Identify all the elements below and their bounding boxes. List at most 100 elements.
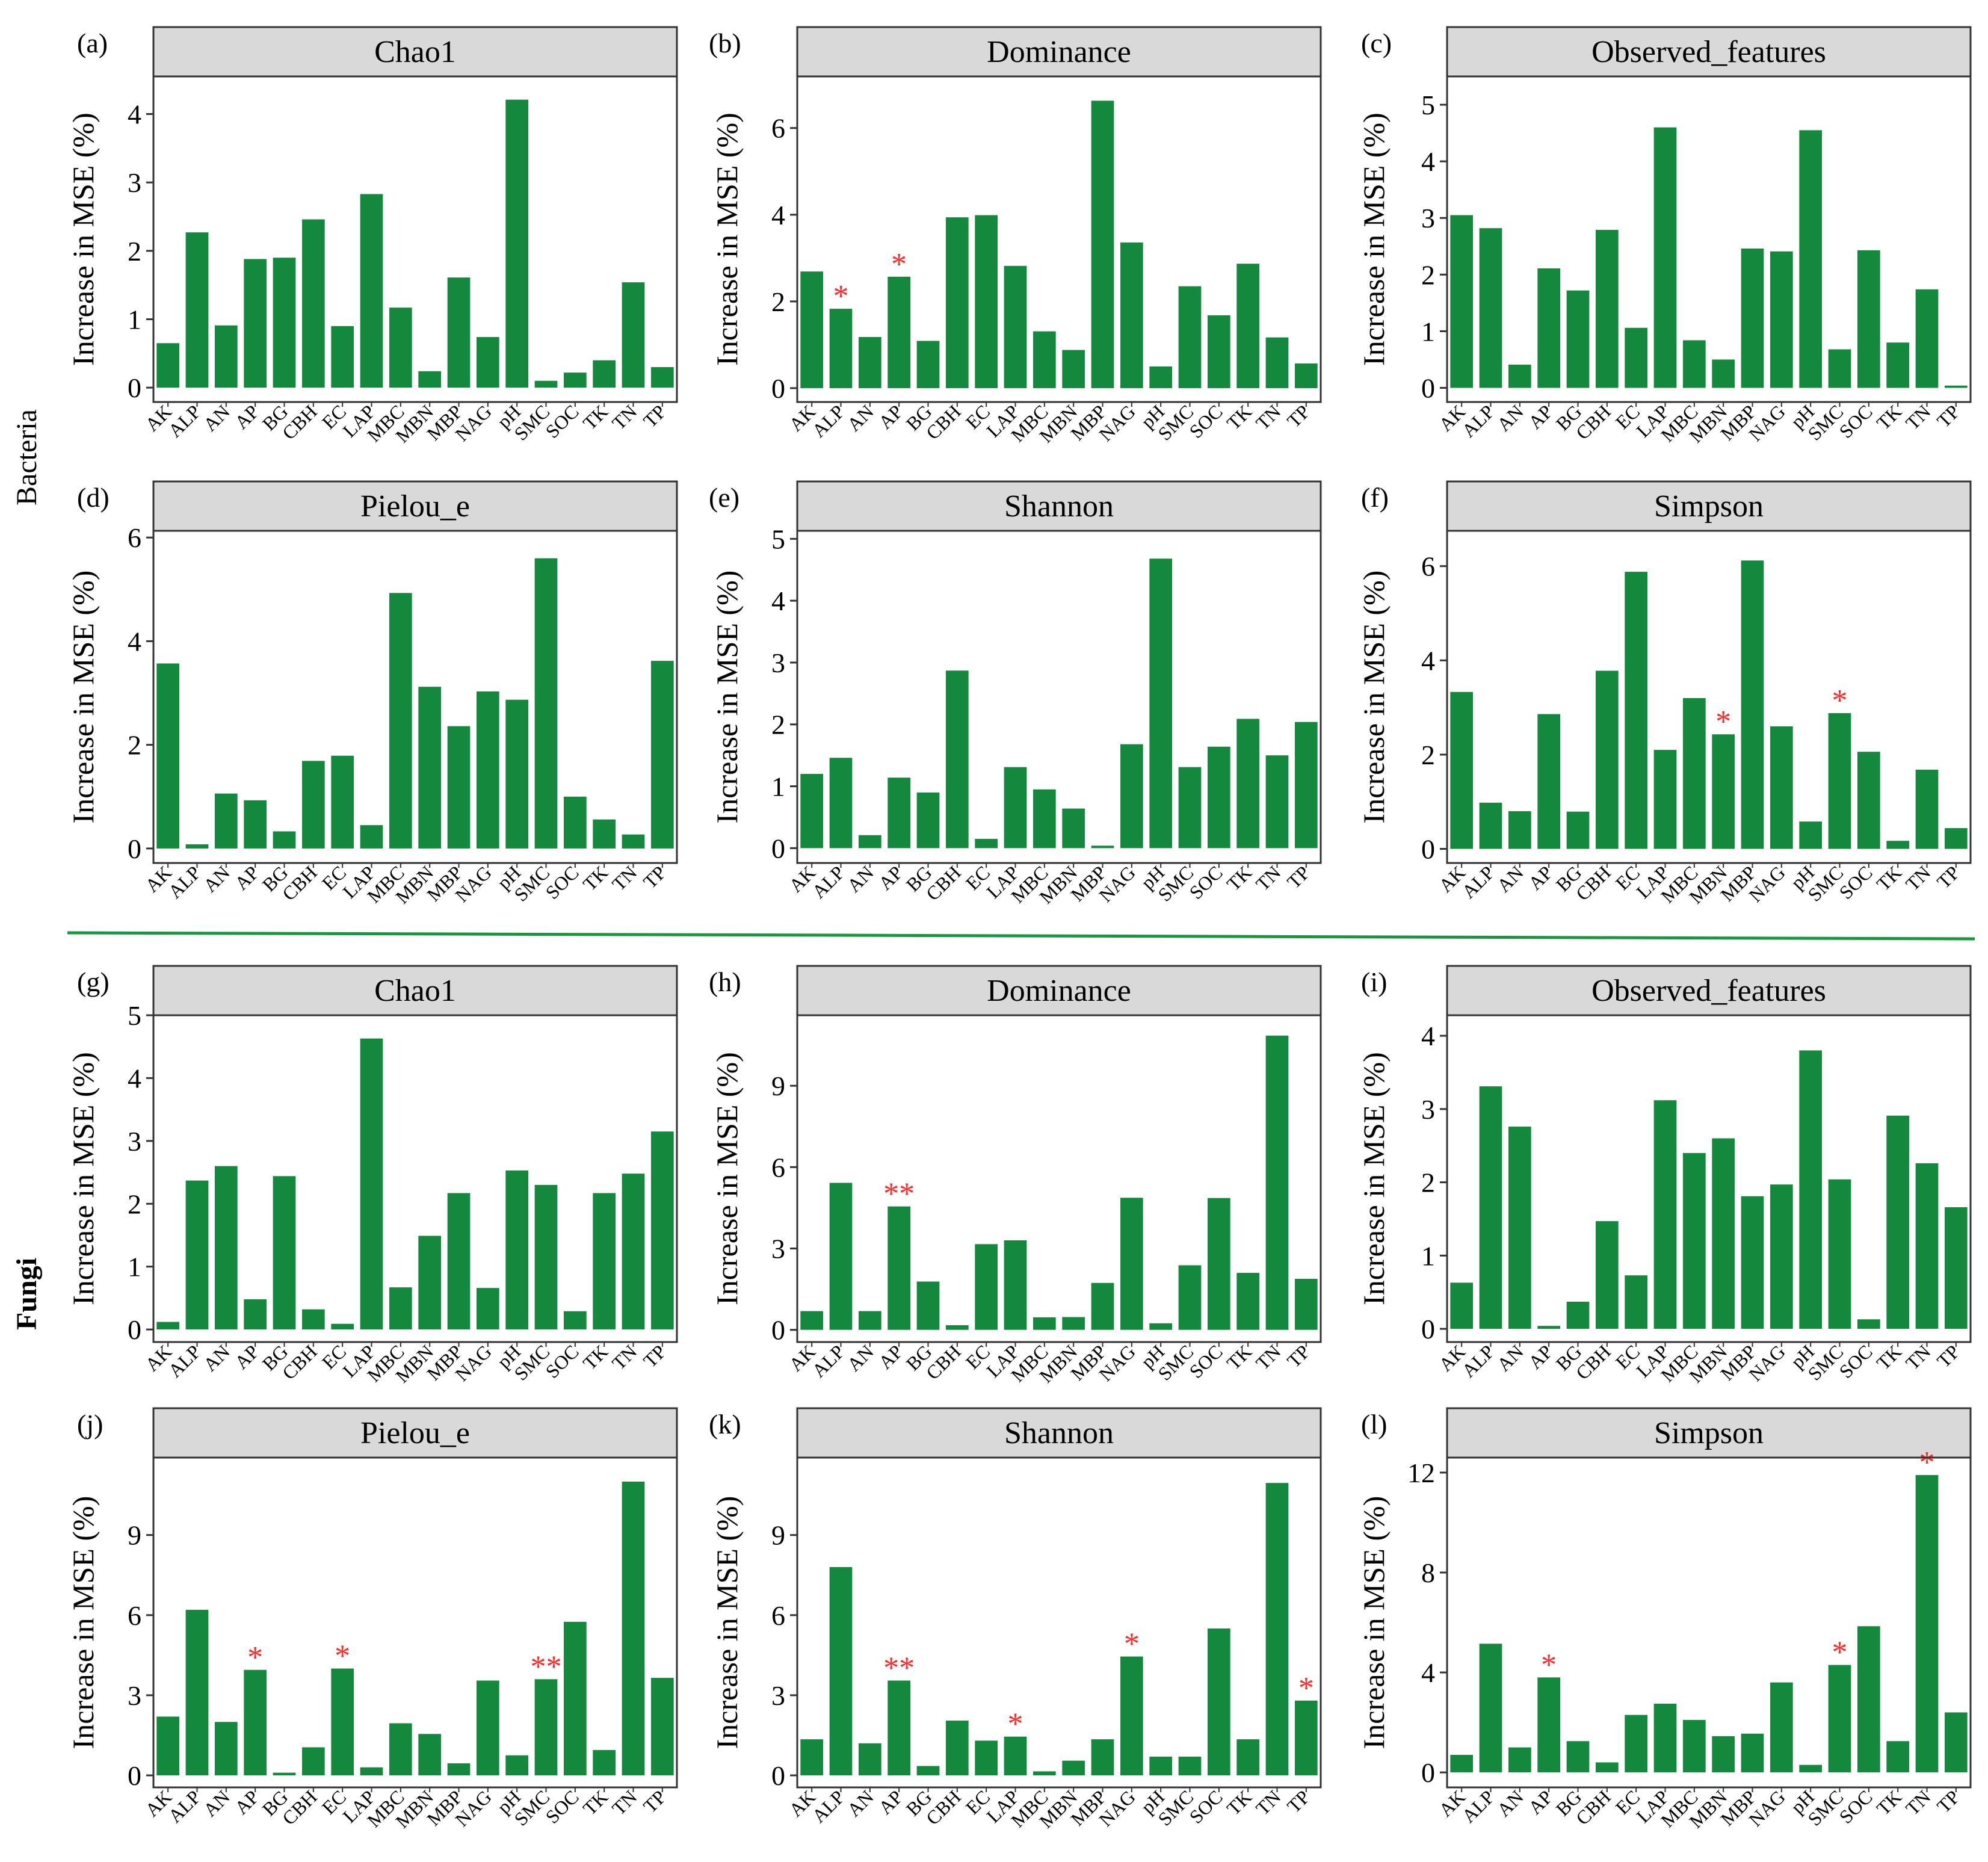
bar-tp bbox=[650, 1678, 674, 1776]
bar-soc bbox=[563, 1311, 587, 1330]
title-strip bbox=[152, 1407, 678, 1459]
bar-ak bbox=[1450, 1282, 1474, 1329]
bar-nag bbox=[1120, 1656, 1143, 1776]
panel-label: (h) bbox=[709, 967, 741, 997]
bar-mbn bbox=[1712, 1736, 1735, 1773]
y-tick-label: 2 bbox=[771, 710, 785, 740]
bar-alp bbox=[829, 1183, 853, 1330]
plot-frame bbox=[796, 530, 1322, 864]
bar-mbp bbox=[1741, 1733, 1764, 1773]
bar-ec bbox=[331, 1323, 354, 1330]
title-strip bbox=[1446, 1407, 1972, 1459]
y-tick-label: 1 bbox=[1421, 1240, 1435, 1271]
y-tick-label: 9 bbox=[771, 1071, 785, 1101]
bar-tn bbox=[1915, 1475, 1939, 1773]
bar-nag bbox=[1120, 744, 1143, 849]
bar-ak bbox=[1450, 691, 1474, 849]
title-strip bbox=[1446, 480, 1972, 532]
y-axis-label: Increase in MSE (%) bbox=[710, 1496, 744, 1749]
bar-ec bbox=[331, 326, 354, 388]
bar-cbh bbox=[301, 761, 325, 849]
y-tick-label: 2 bbox=[1421, 259, 1435, 290]
bar-alp bbox=[1479, 228, 1502, 388]
panel-label: (f) bbox=[1361, 482, 1389, 513]
y-tick-label: 6 bbox=[771, 113, 785, 144]
bar-ak bbox=[800, 773, 824, 849]
bar-soc bbox=[1207, 315, 1230, 388]
bar-lap bbox=[360, 825, 383, 849]
y-tick-label: 12 bbox=[1407, 1458, 1435, 1488]
bar-lap bbox=[1004, 767, 1027, 849]
bar-ph bbox=[1149, 1756, 1173, 1776]
plot-frame bbox=[1446, 530, 1972, 864]
bar-ph bbox=[505, 99, 529, 388]
bar-tn bbox=[622, 834, 645, 849]
panel-i: (i) Observed_features01234AKALPANAPBGCBHE… bbox=[1357, 965, 1972, 1387]
y-axis-label: Increase in MSE (%) bbox=[710, 113, 744, 366]
y-tick-label: 0 bbox=[1421, 373, 1435, 403]
bar-ap bbox=[1537, 268, 1561, 388]
y-tick-label: 0 bbox=[1421, 834, 1435, 865]
bar-tn bbox=[622, 1174, 645, 1330]
bar-nag bbox=[1770, 251, 1793, 388]
bar-soc bbox=[1857, 1319, 1880, 1329]
bar-smc bbox=[1828, 713, 1851, 849]
bar-cbh bbox=[301, 219, 325, 388]
bar-ak bbox=[156, 1322, 180, 1330]
bar-ap bbox=[887, 778, 911, 849]
panel-title: Dominance bbox=[987, 35, 1131, 69]
y-tick-label: 0 bbox=[128, 373, 141, 403]
bar-ak bbox=[156, 1716, 180, 1776]
panel-title: Observed_features bbox=[1591, 35, 1826, 69]
bar-soc bbox=[1857, 1626, 1880, 1773]
significance-marker: ** bbox=[883, 1177, 915, 1211]
y-tick-label: 0 bbox=[1421, 1757, 1435, 1788]
bar-lap bbox=[1653, 127, 1677, 388]
bar-tn bbox=[1265, 1483, 1289, 1776]
bar-lap bbox=[360, 1767, 383, 1776]
bar-tk bbox=[1886, 1115, 1910, 1329]
y-tick-label: 4 bbox=[128, 99, 141, 130]
bar-cbh bbox=[301, 1747, 325, 1776]
significance-marker: * bbox=[1715, 705, 1731, 739]
bar-cbh bbox=[945, 1325, 969, 1330]
panel-title: Shannon bbox=[1004, 489, 1114, 524]
bar-mbp bbox=[1091, 1739, 1114, 1776]
bar-ph bbox=[1799, 1765, 1823, 1773]
bar-ak bbox=[800, 1311, 824, 1330]
bar-alp bbox=[829, 309, 853, 388]
bar-tn bbox=[1915, 1163, 1939, 1329]
y-tick-label: 4 bbox=[1421, 645, 1435, 676]
plot-frame bbox=[152, 1456, 678, 1789]
bar-mbn bbox=[1062, 808, 1085, 849]
bar-mbp bbox=[1091, 846, 1114, 849]
bar-nag bbox=[476, 1680, 499, 1776]
bar-mbp bbox=[1091, 1282, 1114, 1330]
bar-tp bbox=[650, 1131, 674, 1330]
panel-label: (i) bbox=[1361, 967, 1387, 997]
y-tick-label: 6 bbox=[1421, 551, 1435, 582]
panel-j: (j) Pielou_e* * **0369AKALPANAPBGCBHECLAPMB… bbox=[66, 1407, 678, 1833]
bar-alp bbox=[829, 758, 853, 849]
y-tick-label: 2 bbox=[1421, 740, 1435, 770]
y-tick-label: 9 bbox=[771, 1520, 785, 1551]
bar-bg bbox=[273, 1772, 296, 1776]
significance-marker: * bbox=[833, 279, 849, 314]
bar-tp bbox=[1944, 1712, 1968, 1773]
bar-cbh bbox=[301, 1309, 325, 1330]
bar-ec bbox=[331, 1668, 354, 1776]
panel-title: Pielou_e bbox=[360, 489, 470, 524]
bar-soc bbox=[1207, 1198, 1230, 1330]
y-axis-label: Increase in MSE (%) bbox=[66, 1496, 100, 1749]
significance-marker: * bbox=[1541, 1648, 1557, 1682]
bar-mbn bbox=[1712, 1138, 1735, 1329]
bar-nag bbox=[476, 691, 499, 849]
bar-tn bbox=[1265, 755, 1289, 849]
group-label-fungi: Fungi bbox=[11, 1258, 43, 1330]
bar-mbc bbox=[1033, 1771, 1056, 1776]
bar-mbc bbox=[1682, 1152, 1706, 1329]
bar-cbh bbox=[1595, 1221, 1619, 1329]
bar-smc bbox=[534, 380, 558, 388]
title-strip bbox=[152, 965, 678, 1016]
plot-frame bbox=[1446, 1456, 1972, 1789]
